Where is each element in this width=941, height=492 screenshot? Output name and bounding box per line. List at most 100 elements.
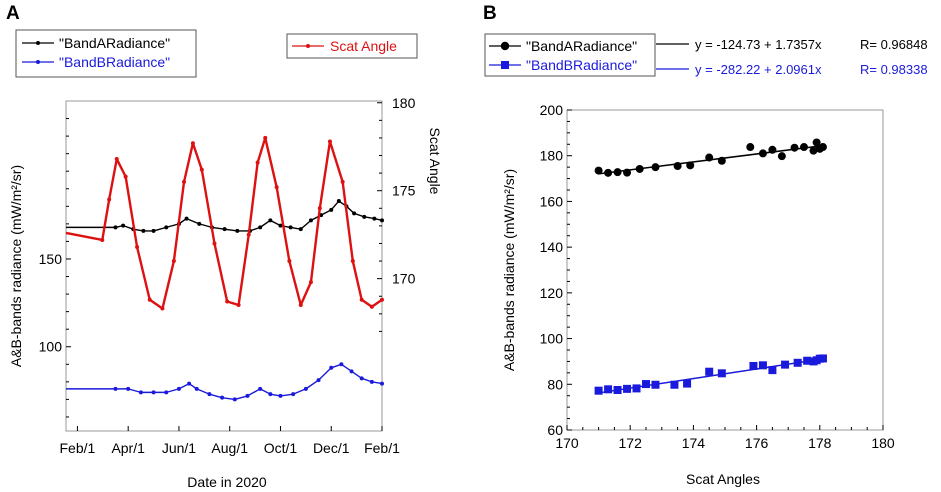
b-point-bandB <box>670 380 679 389</box>
a-series-scat-point <box>107 197 112 202</box>
legend-a-scat-marker <box>306 44 310 48</box>
a-series-bandA-point <box>113 225 118 230</box>
legend-a-bandB-label: "BandBRadiance" <box>59 54 170 70</box>
panel-a-y-title: A&B-bands radiance (mW/m²/sr) <box>8 165 24 367</box>
b-point-bandB <box>758 361 767 370</box>
a-y2tick-label: 170 <box>392 271 416 287</box>
a-series-bandA-point <box>151 228 156 233</box>
a-series-bandB-point <box>126 386 131 391</box>
a-series-bandB-point <box>194 386 199 391</box>
legend-b-bandA-marker <box>500 41 510 51</box>
a-series-bandA-point <box>197 221 202 226</box>
panel-b-x-title: Scat Angles <box>686 471 760 487</box>
panel-a-legend-box <box>15 29 197 78</box>
a-series-bandA-point <box>235 228 240 233</box>
a-ytick-label: 100 <box>39 339 63 355</box>
b-point-bandB <box>683 379 692 388</box>
a-series-bandA-point <box>288 225 293 230</box>
fit-b-equation: y = -282.22 + 2.0961x <box>695 62 822 77</box>
a-series-scat-point <box>190 141 195 146</box>
panel-a-series <box>65 135 384 402</box>
a-series-scat-point <box>199 167 204 172</box>
a-series-bandA-point <box>362 214 367 219</box>
a-series-scat-point <box>327 139 332 144</box>
b-ytick-label: 80 <box>547 376 563 392</box>
legend-a-scat-label: Scat Angle <box>330 38 397 54</box>
a-series-bandB-point <box>339 362 344 367</box>
a-ytick-label: 150 <box>39 251 63 267</box>
b-point-bandB <box>705 367 714 376</box>
a-series-scat-point <box>350 259 355 264</box>
a-series-bandB-point <box>316 378 321 383</box>
a-series-bandA-point <box>184 216 189 221</box>
fit-a-r: R= 0.96848 <box>860 37 928 52</box>
legend-b-bandB-marker <box>501 61 509 69</box>
a-series-bandB-point <box>349 369 354 374</box>
a-series-scat-point <box>160 306 165 311</box>
a-series-scat-point <box>340 179 345 184</box>
a-series-scat-point <box>135 244 140 249</box>
b-xtick-label: 170 <box>555 435 579 451</box>
b-point-bandB <box>604 385 613 394</box>
a-series-scat-point <box>308 280 313 285</box>
a-series-bandA-point <box>121 223 126 228</box>
panel-a-y2-title: Scat Angle <box>427 128 443 195</box>
b-point-bandA <box>635 164 644 173</box>
a-series-scat-point <box>298 303 303 308</box>
b-point-bandA <box>623 168 632 177</box>
b-point-bandA <box>594 166 603 175</box>
a-series-bandB-point <box>151 390 156 395</box>
a-xtick-label: Apr/1 <box>111 440 145 456</box>
panel-a-right-axis: 170 175 180 <box>377 95 416 332</box>
a-series-bandB-point <box>359 376 364 381</box>
b-ytick-label: 180 <box>540 148 564 164</box>
panel-b-y-title: A&B-bands radiance (mW/m²/sr) <box>501 169 517 371</box>
a-series-bandB-point <box>187 381 192 386</box>
a-series-scat-line <box>65 136 383 310</box>
a-y2tick-label: 180 <box>392 95 416 111</box>
a-series-bandB-point <box>232 397 237 402</box>
b-point-bandB <box>768 366 777 375</box>
a-series-bandB-point <box>207 392 212 397</box>
a-series-scat-point <box>123 174 128 179</box>
b-point-bandA <box>800 143 808 152</box>
b-ytick-label: 140 <box>540 239 564 255</box>
a-series-bandA-point <box>298 227 303 232</box>
panel-a-letter: A <box>6 3 20 24</box>
b-point-bandA <box>651 163 660 172</box>
a-series-scat-point <box>263 135 268 140</box>
b-point-bandB <box>803 356 812 365</box>
b-point-bandB <box>632 384 641 393</box>
b-point-bandA <box>705 153 714 162</box>
a-series-bandB-point <box>258 386 263 391</box>
a-series-bandA-point <box>329 207 334 212</box>
panel-a-x-title: Date in 2020 <box>187 474 267 490</box>
a-series-bandB-point <box>164 390 169 395</box>
a-series-bandB-point <box>176 386 181 391</box>
fit-b-r: R= 0.98338 <box>860 62 928 77</box>
panel-b-series <box>594 138 827 395</box>
a-series-scat-point <box>380 297 384 302</box>
a-series-bandB-point <box>369 379 374 384</box>
a-y2tick-label: 175 <box>392 183 416 199</box>
panel-b-y-axis: 60 80 100 120 140 160 180 200 <box>540 102 572 438</box>
a-series-bandA-point <box>278 223 283 228</box>
a-xtick-label: Oct/1 <box>264 440 298 456</box>
b-xtick-label: 176 <box>745 435 769 451</box>
b-point-bandA <box>818 143 827 152</box>
a-series-scat-point <box>100 237 105 242</box>
legend-b-bandA-label: "BandARadiance" <box>526 38 637 54</box>
a-series-scat-point <box>212 241 217 246</box>
a-xtick-label: Dec/1 <box>313 440 350 456</box>
b-point-bandB <box>623 384 632 393</box>
a-series-bandB-point <box>303 386 308 391</box>
b-point-bandB <box>818 354 827 363</box>
a-series-bandA-point <box>380 218 384 223</box>
panel-a-scat-legend: Scat Angle <box>286 33 418 59</box>
b-fit-line-bandB <box>598 358 824 394</box>
b-point-bandB <box>781 360 790 369</box>
a-xtick-label: Feb/1 <box>364 440 400 456</box>
a-series-bandB-point <box>113 386 118 391</box>
b-ytick-label: 120 <box>540 285 564 301</box>
